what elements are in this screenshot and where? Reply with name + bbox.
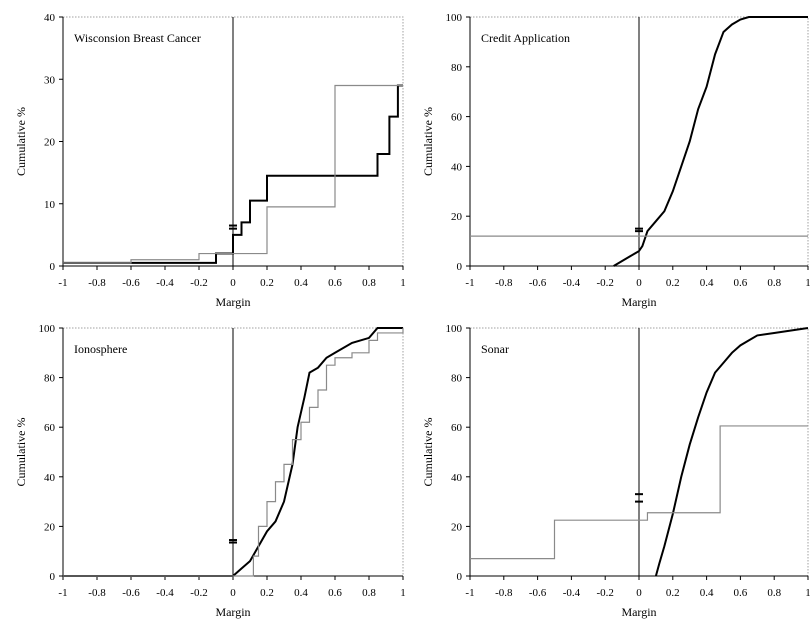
chart-panel-1: -1 -0.8 -0.6 -0.4 -0.2 0 0.2 0.4 0.6 0.8 101020304… xyxy=(14,12,406,309)
panel-title: Wisconsion Breast Cancer xyxy=(74,31,201,45)
x-tick-label: -0.6 xyxy=(529,587,547,599)
y-tick-label: 100 xyxy=(446,323,463,335)
x-tick-label: 1 xyxy=(400,587,406,599)
series-line-light xyxy=(63,84,403,264)
x-tick-label: 0.2 xyxy=(666,277,680,289)
series-line-dark xyxy=(63,327,403,577)
x-tick-label: -0.2 xyxy=(596,587,613,599)
y-tick-label: 30 xyxy=(44,74,56,86)
x-tick-label: 1 xyxy=(805,277,810,289)
x-tick-label: 0.4 xyxy=(700,587,714,599)
x-tick-label: -0.8 xyxy=(88,587,106,599)
x-tick-label: -1 xyxy=(58,277,67,289)
y-tick-label: 80 xyxy=(451,373,463,385)
y-tick-label: 40 xyxy=(44,472,56,484)
y-tick-label: 10 xyxy=(44,199,56,211)
x-axis-label: Margin xyxy=(621,605,656,619)
series-line-light xyxy=(470,425,808,560)
x-tick-label: 0.4 xyxy=(294,277,308,289)
series-line-dark xyxy=(654,327,809,577)
x-tick-label: 0.6 xyxy=(734,587,748,599)
x-tick-label: 0.8 xyxy=(362,277,376,289)
x-tick-label: 0 xyxy=(230,277,236,289)
y-tick-label: 20 xyxy=(451,521,463,533)
y-tick-label: 60 xyxy=(451,422,463,434)
x-tick-label: 0.6 xyxy=(328,277,342,289)
x-tick-label: -1 xyxy=(58,587,67,599)
x-tick-label: -0.4 xyxy=(563,277,581,289)
y-tick-label: 80 xyxy=(451,62,463,74)
x-tick-label: 0 xyxy=(636,277,642,289)
x-tick-label: -0.2 xyxy=(596,277,613,289)
x-tick-label: 0.2 xyxy=(260,277,274,289)
x-tick-label: -1 xyxy=(465,277,474,289)
x-tick-label: -0.4 xyxy=(156,587,174,599)
panel-title: Ionosphere xyxy=(74,342,127,356)
y-tick-label: 80 xyxy=(44,373,56,385)
x-tick-label: 0 xyxy=(230,587,236,599)
chart-panel-3: -1 -0.8 -0.6 -0.4 -0.2 0 0.2 0.4 0.6 0.8 1 0 20 40 60 8… xyxy=(14,323,406,619)
x-tick-label: 0.4 xyxy=(294,587,308,599)
y-tick-label: 0 xyxy=(457,261,463,273)
y-tick-label: 20 xyxy=(451,211,463,223)
y-tick-label: 20 xyxy=(44,137,56,149)
y-tick-label: 0 xyxy=(50,571,56,583)
y-tick-label: 20 xyxy=(44,521,56,533)
chart-panel-4: -1 -0.8 -0.6 -0.4 -0.2 0 0.2 0.4 0.6 0.8 1 0 20 40 60 8… xyxy=(421,323,810,619)
y-tick-label: 100 xyxy=(446,12,463,24)
x-axis-label: Margin xyxy=(215,295,250,309)
x-tick-label: 0.6 xyxy=(734,277,748,289)
x-tick-label: 0.4 xyxy=(700,277,714,289)
panel-title: Sonar xyxy=(481,342,509,356)
y-tick-label: 0 xyxy=(457,571,463,583)
x-tick-label: 0.2 xyxy=(260,587,274,599)
y-tick-label: 100 xyxy=(39,323,56,335)
y-tick-label: 0 xyxy=(50,261,56,273)
y-tick-label: 60 xyxy=(44,422,56,434)
x-tick-label: -0.8 xyxy=(495,587,513,599)
x-tick-label: -0.6 xyxy=(122,587,140,599)
y-tick-label: 40 xyxy=(451,472,463,484)
y-axis-label: Cumulative % xyxy=(421,418,435,487)
series-line-dark xyxy=(613,16,808,267)
x-tick-label: 0 xyxy=(636,587,642,599)
x-tick-label: -0.2 xyxy=(190,277,207,289)
x-tick-label: 0.8 xyxy=(362,587,376,599)
x-tick-label: 1 xyxy=(400,277,406,289)
y-tick-label: 40 xyxy=(44,12,56,24)
chart-panel-2: -1 -0.8 -0.6 -0.4 -0.2 0 0.2 0.4 0.6 0.8 1 0 20 40 60 8… xyxy=(421,12,810,309)
x-tick-label: -0.8 xyxy=(495,277,513,289)
x-tick-label: 0.6 xyxy=(328,587,342,599)
y-axis-label: Cumulative % xyxy=(14,418,28,487)
x-tick-label: -1 xyxy=(465,587,474,599)
x-tick-label: -0.6 xyxy=(529,277,547,289)
x-tick-label: -0.4 xyxy=(156,277,174,289)
x-tick-label: -0.6 xyxy=(122,277,140,289)
x-tick-label: 0.8 xyxy=(767,277,781,289)
x-tick-label: 0.8 xyxy=(767,587,781,599)
x-tick-label: -0.2 xyxy=(190,587,207,599)
y-tick-label: 60 xyxy=(451,112,463,124)
panel-title: Credit Application xyxy=(481,31,570,45)
x-tick-label: -0.4 xyxy=(563,587,581,599)
x-tick-label: 1 xyxy=(805,587,810,599)
x-tick-label: 0.2 xyxy=(666,587,680,599)
y-tick-label: 40 xyxy=(451,161,463,173)
y-axis-label: Cumulative % xyxy=(14,107,28,176)
y-axis-label: Cumulative % xyxy=(421,107,435,176)
x-axis-label: Margin xyxy=(621,295,656,309)
x-tick-label: -0.8 xyxy=(88,277,106,289)
series-line-light xyxy=(63,328,404,577)
x-axis-label: Margin xyxy=(215,605,250,619)
